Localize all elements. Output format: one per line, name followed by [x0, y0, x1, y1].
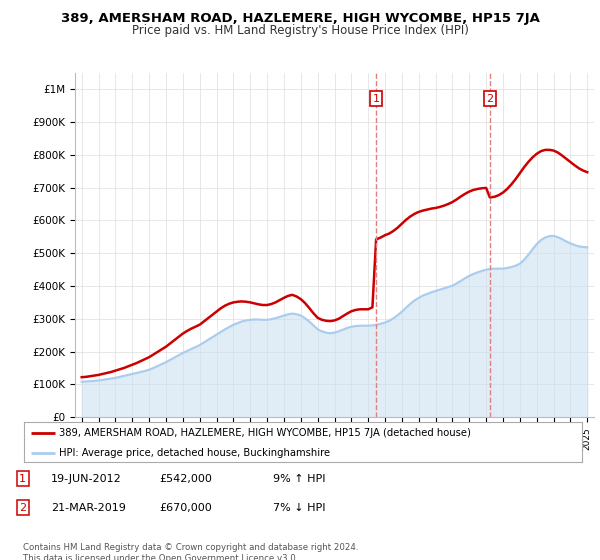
Text: HPI: Average price, detached house, Buckinghamshire: HPI: Average price, detached house, Buck… [59, 448, 330, 458]
Text: 2: 2 [19, 503, 26, 513]
Text: 1: 1 [19, 474, 26, 484]
Text: 21-MAR-2019: 21-MAR-2019 [51, 503, 126, 513]
Text: £670,000: £670,000 [159, 503, 212, 513]
Text: 9% ↑ HPI: 9% ↑ HPI [273, 474, 325, 484]
Text: 7% ↓ HPI: 7% ↓ HPI [273, 503, 325, 513]
Text: Contains HM Land Registry data © Crown copyright and database right 2024.
This d: Contains HM Land Registry data © Crown c… [23, 543, 358, 560]
Text: 2: 2 [487, 94, 493, 104]
Text: 19-JUN-2012: 19-JUN-2012 [51, 474, 122, 484]
Text: 389, AMERSHAM ROAD, HAZLEMERE, HIGH WYCOMBE, HP15 7JA: 389, AMERSHAM ROAD, HAZLEMERE, HIGH WYCO… [61, 12, 539, 25]
Text: Price paid vs. HM Land Registry's House Price Index (HPI): Price paid vs. HM Land Registry's House … [131, 24, 469, 37]
Text: £542,000: £542,000 [159, 474, 212, 484]
Text: 1: 1 [373, 94, 380, 104]
Text: 389, AMERSHAM ROAD, HAZLEMERE, HIGH WYCOMBE, HP15 7JA (detached house): 389, AMERSHAM ROAD, HAZLEMERE, HIGH WYCO… [59, 428, 470, 438]
